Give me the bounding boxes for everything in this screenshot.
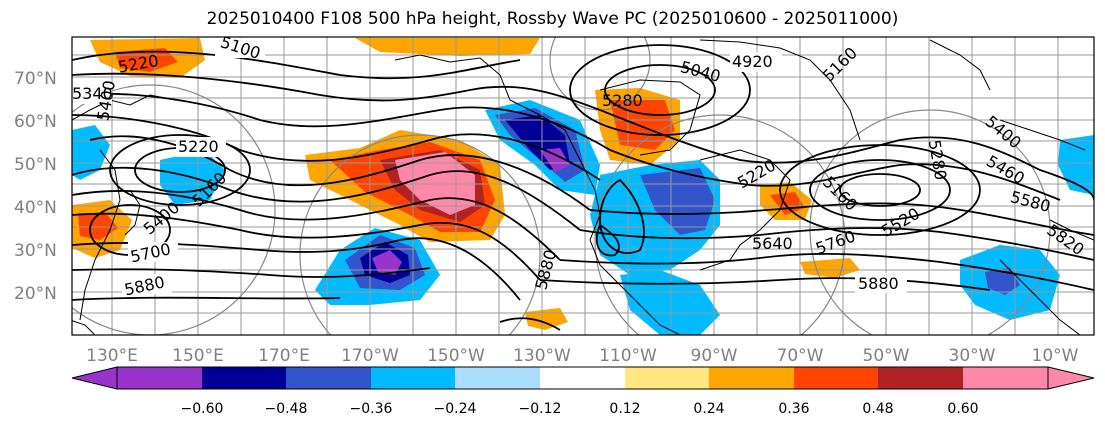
colorbar-segment [794,367,878,389]
colorbar-underflow-triangle [71,366,118,390]
colorbar-segment [709,367,794,389]
lon-tick-label: 170°W [341,346,399,366]
lon-tick-label: 50°W [863,346,910,366]
colorbar-segment [540,367,625,389]
lon-tick-label: 130°E [86,346,138,366]
contour-label: 5280 [602,91,643,110]
contour-label: 5640 [752,234,793,253]
lon-tick-label: 70°W [777,346,824,366]
colorbar-segment [202,367,286,389]
lat-tick-label: 30°N [14,241,57,261]
lat-tick-label: 40°N [14,198,57,218]
lon-tick-label: 150°W [427,346,485,366]
negative-anomaly-patch [640,168,715,235]
positive-anomaly-patch [610,100,675,150]
graticule [72,37,1094,335]
colorbar-tick-label: 0.48 [862,401,893,417]
lat-tick-label: 60°N [14,112,57,132]
lat-tick-label: 20°N [14,284,57,304]
negative-anomaly-patch [372,250,402,275]
lon-tick-label: 170°E [258,346,310,366]
negative-anomaly-patch [540,148,570,172]
positive-anomaly-patch [115,48,178,72]
colorbar-segment [878,367,963,389]
colorbar-segment [625,367,709,389]
colorbar-tick-label: −0.60 [181,401,224,417]
lat-tick-label: 50°N [14,155,57,175]
colorbar-segment [963,367,1048,389]
colorbar-tick-label: 0.36 [778,401,809,417]
colorbar-tick-label: 0.12 [609,401,640,417]
lon-axis: 130°E 150°E 170°E 170°W 150°W 130°W 110°… [86,346,1079,366]
map-title: 2025010400 F108 500 hPa height, Rossby W… [206,9,899,29]
lat-tick-label: 70°N [14,69,57,89]
lon-tick-label: 30°W [949,346,996,366]
map-frame [71,36,1095,336]
contour-label: 4920 [732,52,773,71]
lon-tick-label: 90°W [691,346,738,366]
positive-anomaly-patch [770,192,805,215]
negative-anomaly-patch [620,270,720,335]
coastlines [72,39,1094,335]
colorbar-overflow-triangle [1047,366,1095,390]
contour-label: 5340 [72,84,113,103]
lon-tick-label: 10°W [1032,346,1079,366]
lat-axis: 70°N 60°N 50°N 40°N 30°N 20°N [14,69,57,304]
positive-anomaly-patch [355,38,540,56]
colorbar-segment [371,367,455,389]
colorbar-tick-label: 0.60 [947,401,978,417]
colorbar-segment [286,367,371,389]
colorbar: −0.60 −0.48 −0.36 −0.24 −0.12 0.12 0.24 … [71,366,1095,417]
colorbar-tick-label: −0.24 [434,401,477,417]
lon-tick-label: 150°E [172,346,224,366]
colorbar-tick-label: −0.36 [350,401,393,417]
colorbar-segment [117,367,202,389]
colorbar-tick-label: 0.24 [693,401,724,417]
height-contours [72,44,1094,331]
contour-label: 5880 [858,274,899,293]
colorbar-tick-label: −0.12 [519,401,562,417]
lon-tick-label: 130°W [513,346,571,366]
contour-label: 5220 [178,137,219,156]
colorbar-tick-label: −0.48 [265,401,308,417]
negative-anomaly-patch [985,268,1020,295]
colorbar-segment [455,367,540,389]
lon-tick-label: 110°W [599,346,657,366]
